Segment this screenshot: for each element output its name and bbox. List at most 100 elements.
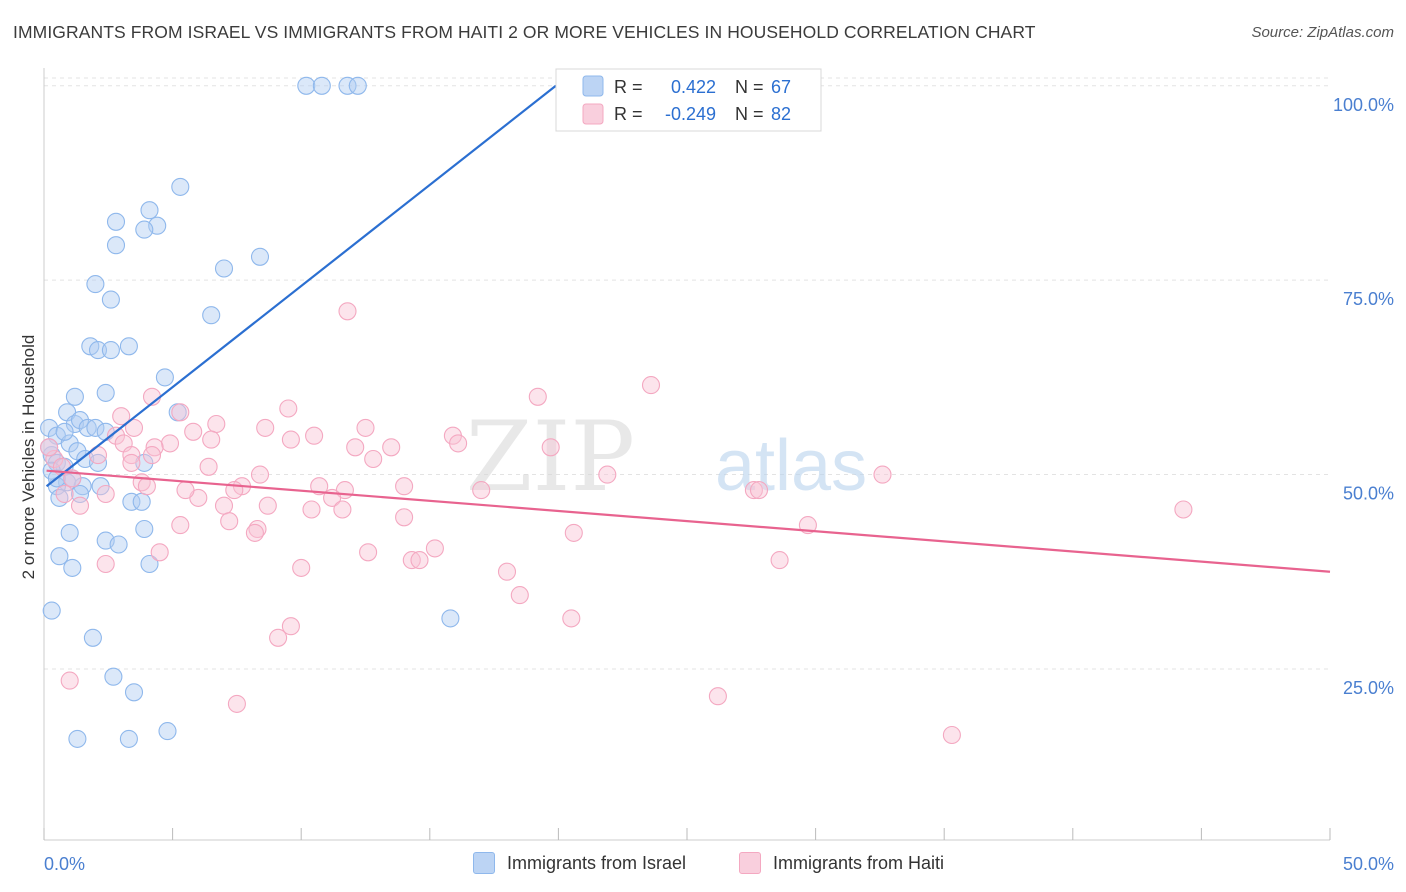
point-israel [101,341,120,360]
point-israel [202,306,221,325]
point-haiti [281,617,300,636]
point-israel [55,422,74,441]
point-israel [78,418,97,437]
point-israel [155,368,174,387]
point-israel [106,236,126,255]
point-haiti [472,481,491,500]
point-haiti [150,543,169,562]
point-haiti [184,422,203,441]
point-israel [140,554,159,574]
point-haiti [749,481,769,500]
point-israel [338,76,357,95]
trend-line-haiti [46,469,1331,573]
point-israel [68,729,87,748]
point-haiti [302,500,321,519]
legend-swatch-israel [473,852,495,874]
point-israel [106,212,126,231]
point-israel [86,275,105,294]
y-tick-label: 75.0% [1343,289,1394,309]
point-israel [132,492,151,511]
point-israel [96,383,115,402]
point-haiti [281,430,300,449]
point-haiti [279,399,298,418]
point-haiti [96,554,115,574]
legend-item-israel[interactable]: Immigrants from Israel [473,852,686,874]
point-haiti [364,449,383,469]
point-haiti [402,551,421,570]
y-tick-label: 100.0% [1333,95,1394,115]
legend-label-haiti: Immigrants from Haiti [773,852,945,873]
tick-labels: 100.0% 75.0% 50.0% 25.0% 0.0% 50.0% [44,95,1394,874]
stats-legend: R = 0.422 N = 67 R = -0.249 N = 82 [555,68,822,132]
svg-text:R =: R = [614,77,643,97]
grid-lines [44,77,1330,670]
watermark: ZIP atlas [466,401,867,513]
point-israel [101,290,120,309]
point-israel [119,337,138,356]
legend-swatch-haiti [739,852,761,874]
point-israel [312,76,331,95]
trend-lines [45,84,1331,573]
haiti-n-value: 82 [771,104,791,124]
watermark-atlas: atlas [715,426,867,506]
point-haiti [227,694,246,713]
point-haiti [220,512,239,531]
legend-swatch-israel [582,75,604,97]
point-israel [250,247,270,266]
point-haiti [258,496,277,515]
point-haiti [122,453,141,472]
point-haiti [338,302,357,321]
point-haiti [346,438,365,457]
point-haiti [770,551,789,570]
svg-text:R =: R = [614,104,643,124]
point-haiti [410,551,429,570]
point-israel [65,387,84,406]
point-haiti [510,586,529,605]
point-haiti [356,418,375,437]
point-israel [135,220,154,239]
point-haiti [250,465,270,484]
svg-text:N =: N = [735,104,764,124]
point-israel [297,76,316,95]
point-israel [50,547,69,566]
legend-label-israel: Immigrants from Israel [507,852,687,873]
point-haiti [124,418,144,437]
point-haiti [202,430,221,449]
point-haiti [112,407,131,426]
point-haiti [641,376,661,395]
point-haiti [40,438,59,457]
point-haiti [160,434,180,453]
point-israel [124,683,144,702]
watermark-zip: ZIP [466,401,635,513]
point-haiti [564,523,583,542]
point-israel [88,453,108,472]
point-israel [42,601,61,620]
point-israel [214,259,234,278]
point-haiti [60,671,79,690]
point-israel [348,76,367,95]
point-haiti [744,481,763,500]
point-israel [60,434,79,453]
trend-line-israel [45,84,557,488]
point-haiti [395,508,414,527]
point-israel [158,722,177,741]
chart-title: IMMIGRANTS FROM ISRAEL VS IMMIGRANTS FRO… [13,22,1036,42]
point-israel [122,492,141,511]
point-haiti [873,465,892,484]
israel-r-value: 0.422 [671,77,716,97]
point-israel [70,411,90,430]
point-israel [135,519,154,539]
point-israel [140,201,159,220]
x-tick-label-min: 0.0% [44,854,85,874]
legend-item-haiti[interactable]: Immigrants from Haiti [739,852,944,874]
point-haiti [122,446,141,465]
haiti-r-value: -0.249 [665,104,716,124]
point-haiti [245,523,264,542]
point-haiti [708,687,727,706]
point-haiti [137,477,156,496]
point-israel [441,609,460,628]
point-israel [119,729,138,748]
israel-n-value: 67 [771,77,791,97]
point-israel [60,523,79,542]
